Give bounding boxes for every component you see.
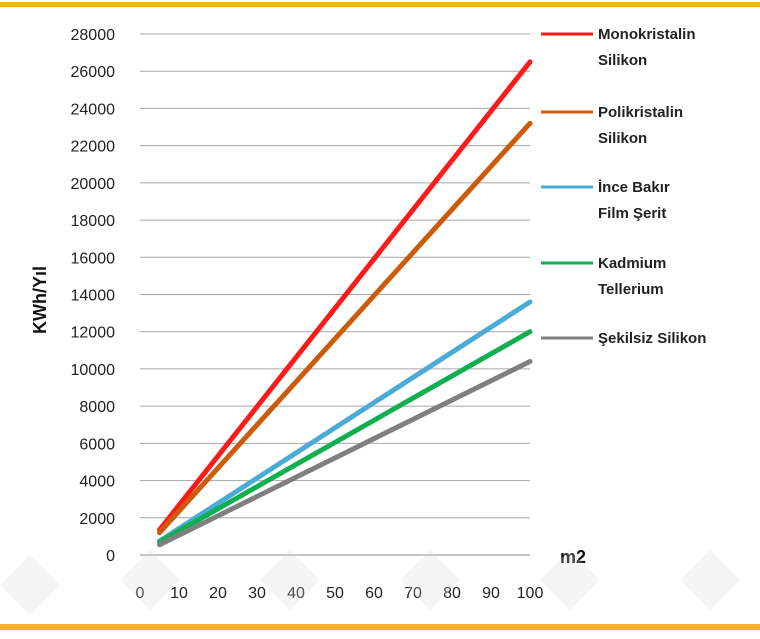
x-tick-label: 100	[517, 585, 544, 602]
legend-label: İnce Bakır	[598, 179, 670, 196]
legend-label: Şekilsiz Silikon	[598, 330, 706, 347]
x-axis-title: m2	[560, 547, 586, 567]
x-tick-label: 90	[482, 585, 500, 602]
legend-label: Kadmium	[598, 255, 666, 272]
legend-label: Tellerium	[598, 281, 664, 298]
legend-label: Polikristalin	[598, 104, 683, 121]
y-tick-label: 8000	[79, 399, 115, 416]
top-border-rule	[0, 2, 760, 7]
legend: Monokristalin Silikon Polikristalin Silikon…	[541, 26, 706, 347]
legend-label: Silikon	[598, 52, 647, 69]
y-tick-label: 0	[106, 548, 115, 565]
x-tick-label: 10	[170, 585, 188, 602]
y-tick-label: 2000	[79, 511, 115, 528]
bottom-border-rule	[0, 624, 760, 630]
x-tick-label: 30	[248, 585, 266, 602]
y-tick-label: 6000	[79, 436, 115, 453]
x-tick-label: 50	[326, 585, 344, 602]
y-tick-label: 14000	[71, 288, 116, 305]
gridlines	[140, 33, 530, 556]
axes: 0 2000 4000 6000 8000 10000 12000 14000 16000 180…	[71, 27, 544, 602]
y-tick-label: 22000	[71, 139, 116, 156]
legend-label: Silikon	[598, 130, 647, 147]
y-tick-label: 12000	[71, 325, 116, 342]
x-tick-label: 80	[443, 585, 461, 602]
x-tick-label: 60	[365, 585, 383, 602]
background-watermark	[0, 550, 740, 615]
y-tick-label: 28000	[71, 27, 116, 44]
x-tick-label: 20	[209, 585, 227, 602]
y-tick-label: 18000	[71, 213, 116, 230]
series-line	[157, 120, 533, 536]
y-tick-label: 24000	[71, 101, 116, 118]
x-tick-label: 0	[136, 585, 145, 602]
legend-label: Film Şerit	[598, 205, 666, 222]
y-tick-label: 20000	[71, 176, 116, 193]
series-line	[157, 358, 533, 548]
x-tick-label: 70	[404, 585, 422, 602]
x-tick-label: 40	[287, 585, 305, 602]
series-line	[157, 329, 533, 545]
series-lines	[157, 59, 533, 548]
y-tick-label: 4000	[79, 474, 115, 491]
y-tick-label: 16000	[71, 250, 116, 267]
series-line	[157, 59, 533, 533]
series-line	[157, 299, 533, 544]
y-axis-title: KWh/Yıl	[30, 266, 50, 334]
legend-label: Monokristalin	[598, 26, 696, 43]
y-tick-label: 10000	[71, 362, 116, 379]
y-tick-label: 26000	[71, 64, 116, 81]
